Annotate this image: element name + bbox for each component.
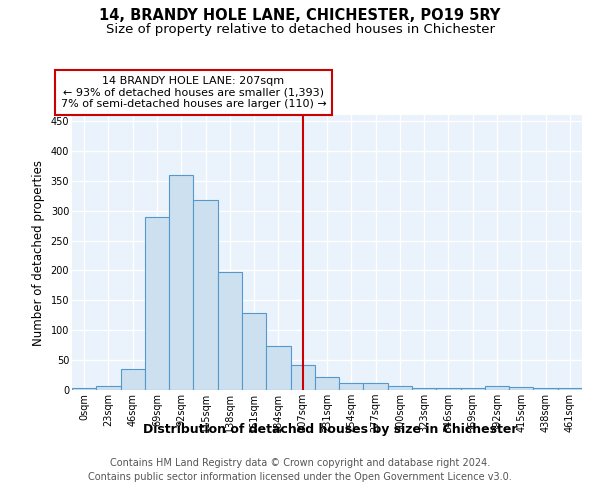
Text: 14, BRANDY HOLE LANE, CHICHESTER, PO19 5RY: 14, BRANDY HOLE LANE, CHICHESTER, PO19 5… bbox=[100, 8, 500, 22]
Bar bbox=[169, 175, 193, 390]
Text: Size of property relative to detached houses in Chichester: Size of property relative to detached ho… bbox=[106, 22, 494, 36]
Bar bbox=[436, 388, 461, 390]
Bar bbox=[412, 388, 436, 390]
Bar bbox=[96, 386, 121, 390]
Bar bbox=[242, 314, 266, 390]
Bar bbox=[121, 369, 145, 390]
Bar bbox=[266, 346, 290, 390]
Bar bbox=[290, 365, 315, 390]
Text: 14 BRANDY HOLE LANE: 207sqm
← 93% of detached houses are smaller (1,393)
7% of s: 14 BRANDY HOLE LANE: 207sqm ← 93% of det… bbox=[61, 76, 326, 109]
Text: Contains public sector information licensed under the Open Government Licence v3: Contains public sector information licen… bbox=[88, 472, 512, 482]
Bar bbox=[558, 388, 582, 390]
Bar bbox=[388, 386, 412, 390]
Bar bbox=[461, 388, 485, 390]
Bar bbox=[339, 383, 364, 390]
Bar bbox=[509, 387, 533, 390]
Text: Distribution of detached houses by size in Chichester: Distribution of detached houses by size … bbox=[143, 422, 517, 436]
Bar bbox=[315, 377, 339, 390]
Text: Contains HM Land Registry data © Crown copyright and database right 2024.: Contains HM Land Registry data © Crown c… bbox=[110, 458, 490, 468]
Bar bbox=[218, 272, 242, 390]
Bar bbox=[485, 386, 509, 390]
Bar bbox=[533, 388, 558, 390]
Bar bbox=[193, 200, 218, 390]
Bar bbox=[145, 216, 169, 390]
Bar bbox=[364, 383, 388, 390]
Y-axis label: Number of detached properties: Number of detached properties bbox=[32, 160, 45, 346]
Bar bbox=[72, 388, 96, 390]
